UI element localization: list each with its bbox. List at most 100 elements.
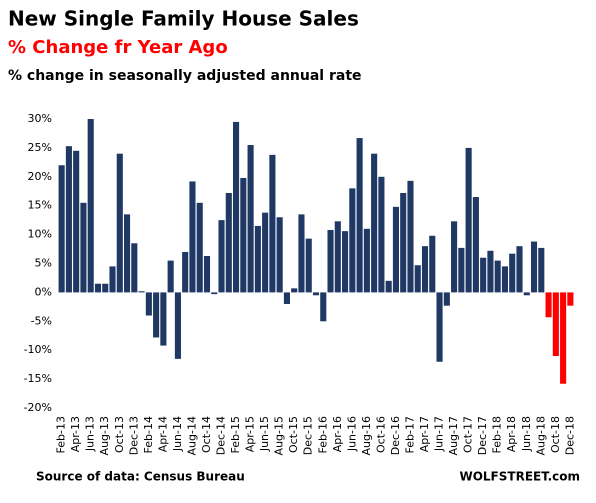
bar — [371, 153, 378, 293]
x-tick-label: Jun-13 — [84, 416, 97, 452]
bar — [80, 202, 87, 293]
bar — [480, 257, 487, 293]
x-tick-label: Apr-13 — [69, 416, 82, 452]
bar — [320, 292, 327, 322]
x-tick-label: Jun-16 — [345, 416, 358, 452]
x-tick-label: Aug-16 — [360, 416, 373, 455]
x-tick-label: Dec-13 — [127, 416, 140, 455]
bar — [545, 292, 552, 318]
x-tick-label: Dec-18 — [563, 416, 576, 455]
bar — [327, 229, 334, 293]
bar — [58, 165, 65, 293]
bar — [451, 221, 458, 293]
bar — [560, 292, 567, 384]
watermark: WOLFSTREET.com — [459, 470, 580, 484]
x-tick-label: Apr-18 — [505, 416, 518, 452]
bar — [65, 146, 72, 293]
bar — [102, 283, 109, 293]
bar — [247, 145, 254, 293]
bar — [240, 177, 247, 293]
x-tick-label: Apr-16 — [331, 416, 344, 452]
x-tick-label: Aug-15 — [273, 416, 286, 455]
y-tick-label: 20% — [28, 170, 52, 183]
bar — [552, 292, 559, 356]
chart-subtitle: % Change fr Year Ago — [8, 37, 228, 58]
x-tick-label: Aug-13 — [98, 416, 111, 455]
bar — [392, 206, 399, 293]
x-tick-label: Jun-18 — [520, 416, 533, 452]
y-tick-label: 15% — [28, 199, 52, 212]
bar — [262, 212, 269, 293]
bar — [312, 292, 320, 296]
x-tick-label: Aug-14 — [185, 416, 198, 455]
bar — [414, 265, 421, 293]
bar — [254, 225, 261, 293]
bar — [145, 292, 152, 316]
bar — [225, 192, 232, 293]
bar — [298, 214, 305, 293]
bar — [400, 192, 407, 293]
bar — [458, 247, 465, 293]
bar — [487, 250, 494, 293]
bar — [94, 283, 102, 293]
bar — [436, 292, 443, 362]
bar — [123, 214, 131, 293]
bar — [211, 292, 218, 295]
bar — [494, 260, 501, 293]
bar — [167, 260, 174, 293]
x-tick-label: Jun-15 — [258, 416, 271, 452]
bar — [429, 235, 436, 293]
source: Source of data: Census Bureau — [36, 470, 245, 484]
bar — [421, 246, 429, 293]
x-tick-label: Oct-13 — [113, 416, 126, 453]
x-tick-label: Oct-16 — [374, 416, 387, 453]
y-tick-label: 5% — [35, 257, 52, 270]
y-tick-label: -20% — [24, 401, 52, 414]
x-tick-label: Jun-14 — [171, 416, 184, 452]
bar — [73, 150, 80, 293]
bar — [138, 291, 145, 293]
bar — [334, 221, 341, 293]
bar — [233, 121, 240, 293]
bar — [465, 147, 472, 293]
bar — [189, 181, 196, 293]
bar — [501, 266, 509, 293]
y-tick-label: -15% — [24, 372, 52, 385]
bar — [407, 180, 414, 293]
x-tick-label: Feb-13 — [55, 416, 68, 453]
bar — [116, 153, 123, 293]
x-tick-label: Aug-18 — [534, 416, 547, 455]
bar — [378, 176, 385, 293]
bar — [472, 197, 479, 293]
bar — [342, 231, 349, 293]
x-tick-label: Feb-14 — [142, 416, 155, 453]
y-tick-label: 30% — [28, 112, 52, 125]
bar — [305, 238, 312, 293]
x-tick-label: Oct-17 — [462, 416, 475, 453]
x-tick-label: Feb-16 — [316, 416, 329, 453]
bar — [196, 202, 203, 293]
chart-title: New Single Family House Sales — [8, 7, 359, 31]
bar — [530, 241, 538, 293]
y-tick-label: 10% — [28, 228, 52, 241]
chart-subtitle2: % change in seasonally adjusted annual r… — [8, 68, 362, 84]
y-tick-label: -5% — [31, 314, 52, 327]
bar — [131, 243, 138, 293]
bar — [203, 255, 211, 293]
x-tick-label: Dec-17 — [476, 416, 489, 455]
bar — [385, 280, 392, 293]
x-tick-label: Aug-17 — [447, 416, 460, 455]
bar — [567, 292, 574, 306]
bar — [269, 154, 276, 293]
x-tick-label: Oct-18 — [549, 416, 562, 453]
bar — [283, 292, 290, 304]
x-tick-label: Dec-15 — [302, 416, 315, 455]
x-tick-label: Apr-17 — [418, 416, 431, 452]
x-tick-label: Feb-18 — [491, 416, 504, 453]
x-tick-label: Feb-15 — [229, 416, 242, 453]
bar — [538, 247, 545, 293]
x-tick-label: Dec-16 — [389, 416, 402, 455]
bar — [291, 288, 298, 293]
bar — [349, 188, 356, 293]
